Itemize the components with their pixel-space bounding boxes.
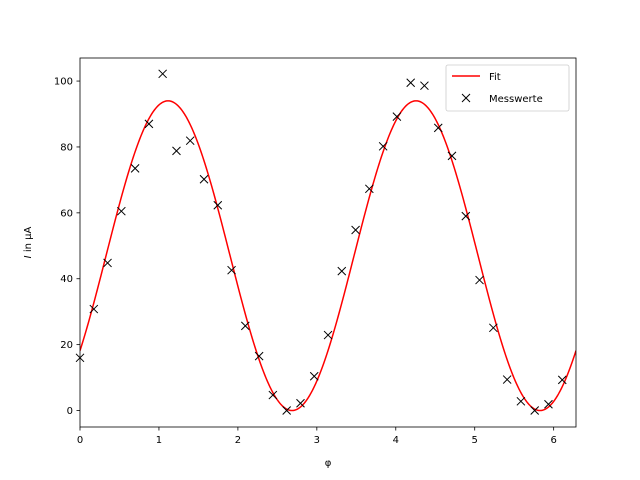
measurement-point xyxy=(144,119,154,129)
measurement-point xyxy=(488,323,498,333)
x-tick: 4 xyxy=(393,427,399,446)
measurement-point xyxy=(268,390,278,400)
measurement-point xyxy=(323,330,333,340)
measurement-point xyxy=(364,184,374,194)
measurement-point xyxy=(420,81,429,91)
x-tick-label: 1 xyxy=(156,435,162,446)
legend-measurement-marker xyxy=(461,93,471,103)
measurement-point xyxy=(117,206,126,216)
measurement-point xyxy=(475,275,484,285)
legend: Fit Messwerte xyxy=(445,64,570,112)
measurement-point xyxy=(433,123,443,133)
measurement-point xyxy=(447,151,457,161)
measurement-point xyxy=(502,375,512,384)
measurement-point xyxy=(130,164,140,173)
fit-line xyxy=(80,100,576,412)
x-tick: 3 xyxy=(314,427,320,446)
measurement-point xyxy=(406,78,416,88)
x-tick: 0 xyxy=(77,427,83,446)
measurement-point xyxy=(544,399,553,409)
y-tick: 80 xyxy=(60,142,80,153)
x-tick-label: 3 xyxy=(314,435,320,446)
y-tick-label: 60 xyxy=(60,208,73,219)
measurement-point xyxy=(557,375,567,385)
y-tick: 100 xyxy=(54,77,80,88)
x-tick: 2 xyxy=(235,427,241,446)
measurement-point xyxy=(227,265,236,275)
axes-frame xyxy=(79,57,577,428)
measurement-point xyxy=(158,69,168,79)
legend-label-fit: Fit xyxy=(489,72,501,83)
x-tick: 5 xyxy=(472,427,478,446)
y-tick: 20 xyxy=(60,340,80,351)
measurement-point xyxy=(213,200,223,210)
x-tick-label: 4 xyxy=(393,435,399,446)
y-axis-label: I in µA xyxy=(23,227,34,259)
measurement-point xyxy=(296,398,305,408)
measurement-point xyxy=(392,112,402,121)
measurement-point xyxy=(530,406,540,415)
y-tick-label: 80 xyxy=(60,142,73,153)
x-tick-label: 2 xyxy=(235,435,241,446)
x-tick: 1 xyxy=(156,427,162,446)
x-tick-label: 0 xyxy=(77,435,83,446)
x-tick-label: 5 xyxy=(472,435,478,446)
y-tick-label: 40 xyxy=(60,274,73,285)
x-tick-label: 6 xyxy=(550,435,556,446)
measurement-point xyxy=(103,258,112,268)
measurement-point xyxy=(282,406,292,415)
plot-area xyxy=(75,69,576,415)
measurement-point xyxy=(254,351,264,361)
measurement-point xyxy=(199,174,209,184)
measurement-point xyxy=(461,211,471,221)
measurement-point xyxy=(351,225,360,235)
y-tick-label: 20 xyxy=(60,340,73,351)
y-tick: 60 xyxy=(60,208,80,219)
measurement-point xyxy=(89,304,99,314)
y-axis-label-symbol: I xyxy=(23,255,34,258)
measurement-point xyxy=(516,396,526,406)
legend-label-measurements: Messwerte xyxy=(489,94,543,105)
measurement-point xyxy=(337,266,347,276)
measurement-point xyxy=(240,321,250,331)
x-axis-label: φ xyxy=(325,458,332,469)
x-axis-ticks: 0 1 2 3 4 5 6 xyxy=(77,427,557,446)
y-tick: 0 xyxy=(67,406,80,417)
y-tick-label: 100 xyxy=(54,77,73,88)
measurement-point xyxy=(172,146,181,156)
y-axis-ticks: 0 20 40 60 80 100 xyxy=(54,77,80,417)
y-axis-label-unit: in µA xyxy=(23,227,34,256)
y-tick-label: 0 xyxy=(67,406,73,417)
measurement-point xyxy=(378,141,388,151)
x-tick: 6 xyxy=(550,427,557,446)
y-tick: 40 xyxy=(60,274,80,285)
measurement-point xyxy=(185,136,195,146)
measurement-point xyxy=(309,371,319,381)
